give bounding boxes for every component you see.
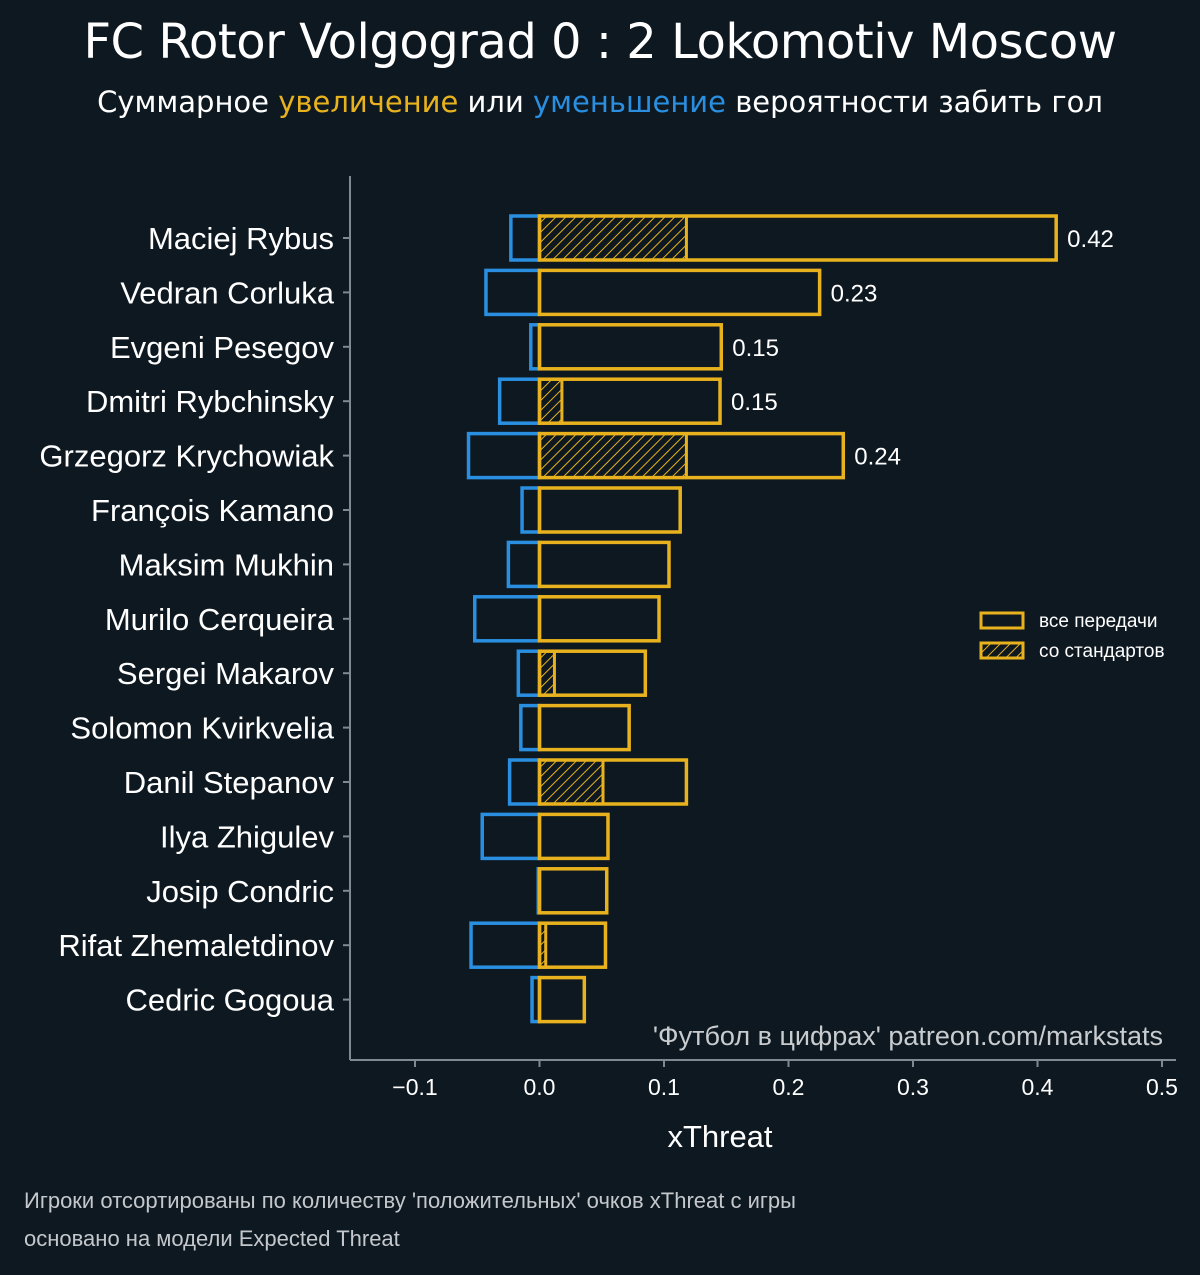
legend: все передачи со стандартов [979,611,1165,662]
negative-bar [484,268,542,317]
set-piece-bar [538,649,556,697]
negative-bar [466,431,542,480]
negative-bar [519,703,542,752]
positive-bar [537,323,724,371]
value-label: 0.15 [732,335,779,362]
positive-bar [537,268,822,317]
subtitle-increase: увеличение [278,85,459,119]
positive-bar [537,975,587,1024]
negative-bar [520,486,542,534]
set-piece-bar [538,214,688,262]
category-label: Danil Stepanov [124,765,335,800]
x-tick-label: 0.1 [648,1074,680,1100]
value-label: 0.15 [731,389,778,416]
category-label: Sergei Makarov [117,656,335,691]
negative-bar [506,540,542,589]
subtitle-decrease: уменьшение [533,85,726,119]
footnote-sorting: Игроки отсортированы по количеству 'поло… [24,1188,796,1213]
positive-bar [537,649,648,697]
set-piece-bar [538,377,564,425]
subtitle-suffix: вероятности забить гол [725,85,1103,119]
category-label: Vedran Corluka [120,275,334,310]
positive-bar [537,486,682,534]
x-tick-label: 0.5 [1146,1074,1178,1100]
category-label: Maksim Mukhin [119,547,334,582]
negative-bar [509,214,542,262]
footnote-model: основано на модели Expected Threat [24,1226,400,1251]
category-label: François Kamano [91,493,334,528]
x-tick-label: 0.4 [1022,1074,1054,1100]
set-piece-bar [538,432,688,480]
category-label: Dmitri Rybchinsky [86,384,335,419]
category-label: Ilya Zhigulev [160,819,335,854]
x-tick-label: 0.0 [524,1074,556,1100]
chart-subtitle: Суммарное увеличение или уменьшение веро… [0,85,1200,119]
negative-bar [516,649,542,697]
set-piece-bar [538,758,605,806]
x-tick-label: 0.3 [897,1074,929,1100]
x-axis-label: xThreat [667,1119,772,1154]
category-label: Maciej Rybus [148,221,334,256]
value-label: 0.42 [1067,226,1114,253]
category-label: Murilo Cerqueira [105,602,335,637]
chart-title: FC Rotor Volgograd 0 : 2 Lokomotiv Mosco… [83,14,1117,70]
bars-layer: 0.42 0.23 0.15 0.15 0.24 [466,214,1114,1024]
category-label: Rifat Zhemaletdinov [58,928,334,963]
value-label: 0.23 [831,280,878,307]
category-label: Solomon Kvirkvelia [70,711,334,746]
category-label: Evgeni Pesegov [110,330,335,365]
x-tick-label: −0.1 [392,1074,437,1100]
negative-bar [497,377,542,425]
positive-bar [537,758,689,806]
subtitle-middle: или [458,85,534,119]
category-label: Josip Condric [146,874,334,909]
value-label: 0.24 [854,444,901,471]
legend-label: со стандартов [1039,641,1165,662]
negative-bar [507,758,542,806]
positive-bar [537,595,661,643]
positive-bar [537,812,610,861]
watermark: 'Футбол в цифрах' patreon.com/markstats [653,1021,1163,1051]
positive-bar [537,921,608,969]
negative-bar [473,595,542,643]
legend-swatch-all-passes [979,611,1025,630]
positive-bar [537,540,671,589]
axes-layer: Maciej Rybus Vedran Corluka Evgeni Pesegov… [39,176,1178,1100]
subtitle-prefix: Суммарное [97,85,279,119]
legend-label: все передачи [1039,611,1158,632]
positive-bar [537,703,631,752]
category-label: Cedric Gogoua [125,983,334,1018]
legend-swatch-set-pieces [979,641,1025,660]
positive-bar [537,214,1058,262]
x-tick-label: 0.2 [773,1074,805,1100]
positive-bar [537,431,846,480]
negative-bar [469,921,542,969]
positive-bar [537,377,722,425]
category-label: Grzegorz Krychowiak [39,439,334,474]
negative-bar [480,812,542,861]
positive-bar [537,867,609,915]
